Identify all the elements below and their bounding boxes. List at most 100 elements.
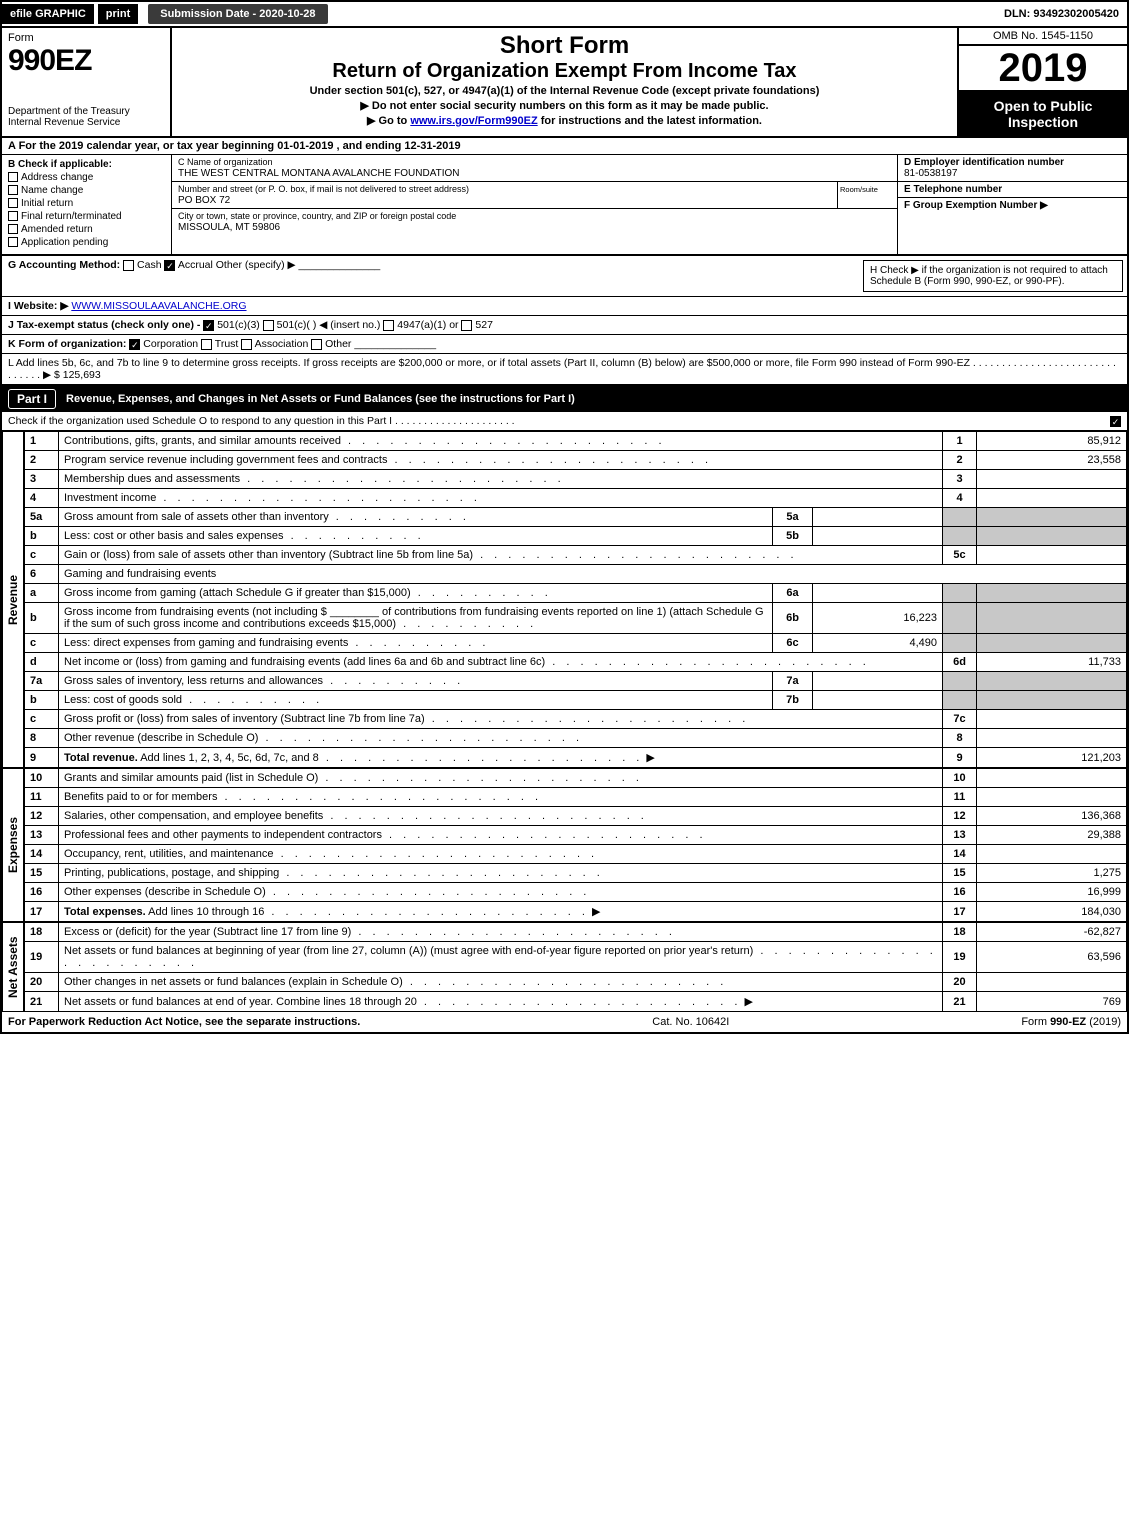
- revenue-table: 1Contributions, gifts, grants, and simil…: [24, 431, 1127, 768]
- org-name-cell: C Name of organization THE WEST CENTRAL …: [172, 155, 897, 182]
- line-desc: Contributions, gifts, grants, and simila…: [59, 432, 943, 451]
- city-label: City or town, state or province, country…: [178, 211, 456, 221]
- revenue-side-label: Revenue: [2, 431, 24, 768]
- group-label: F Group Exemption Number ▶: [904, 200, 1048, 211]
- org-name-value: THE WEST CENTRAL MONTANA AVALANCHE FOUND…: [178, 168, 460, 179]
- gray-cell: [977, 603, 1127, 634]
- line-value: [977, 788, 1127, 807]
- line-boxnum: 3: [943, 470, 977, 489]
- line-row: bGross income from fundraising events (n…: [25, 603, 1127, 634]
- line-number: c: [25, 710, 59, 729]
- expenses-table: 10Grants and similar amounts paid (list …: [24, 768, 1127, 922]
- line-value: 63,596: [977, 942, 1127, 973]
- line-row: 8Other revenue (describe in Schedule O)8: [25, 729, 1127, 748]
- chk-amended-return[interactable]: Amended return: [8, 224, 165, 235]
- line-number: 6: [25, 565, 59, 584]
- chk-label-2: Initial return: [21, 198, 73, 209]
- line-row: dNet income or (loss) from gaming and fu…: [25, 653, 1127, 672]
- room-suite-cell: Room/suite: [837, 182, 897, 209]
- line-row: 19Net assets or fund balances at beginni…: [25, 942, 1127, 973]
- chk-corporation[interactable]: ✓: [129, 339, 140, 350]
- g-accrual-label: Accrual: [178, 259, 213, 271]
- line-desc: Net assets or fund balances at end of ye…: [59, 992, 943, 1012]
- line-desc: Gain or (loss) from sale of assets other…: [59, 546, 943, 565]
- chk-accrual[interactable]: ✓: [164, 260, 175, 271]
- chk-initial-return[interactable]: Initial return: [8, 198, 165, 209]
- k-label: K Form of organization:: [8, 338, 126, 350]
- chk-name-change[interactable]: Name change: [8, 185, 165, 196]
- line-desc: Professional fees and other payments to …: [59, 826, 943, 845]
- line-number: c: [25, 546, 59, 565]
- page-footer: For Paperwork Reduction Act Notice, see …: [2, 1012, 1127, 1032]
- efile-badge: efile GRAPHIC: [2, 4, 94, 24]
- chk-cash[interactable]: [123, 260, 134, 271]
- line-boxnum: 12: [943, 807, 977, 826]
- k-other-label: Other: [325, 338, 351, 350]
- chk-label-4: Amended return: [21, 224, 93, 235]
- line-subvalue: [813, 508, 943, 527]
- part-1-title: Revenue, Expenses, and Changes in Net As…: [66, 393, 575, 405]
- form-word: Form: [8, 32, 164, 44]
- chk-501c[interactable]: [263, 320, 274, 331]
- line-value: [977, 710, 1127, 729]
- line-row: cGross profit or (loss) from sales of in…: [25, 710, 1127, 729]
- chk-label-1: Name change: [21, 185, 83, 196]
- part-1-header: Part I Revenue, Expenses, and Changes in…: [2, 386, 1127, 412]
- line-desc: Membership dues and assessments: [59, 470, 943, 489]
- irs-link[interactable]: www.irs.gov/Form990EZ: [410, 115, 537, 127]
- chk-527[interactable]: [461, 320, 472, 331]
- line-row: 16Other expenses (describe in Schedule O…: [25, 883, 1127, 902]
- title-sub2: ▶ Do not enter social security numbers o…: [180, 99, 949, 112]
- line-boxnum: 7c: [943, 710, 977, 729]
- line-number: 12: [25, 807, 59, 826]
- line-boxnum: 2: [943, 451, 977, 470]
- chk-schedule-o[interactable]: ✓: [1110, 416, 1121, 427]
- line-row: bLess: cost of goods sold7b: [25, 691, 1127, 710]
- line-subvalue: [813, 691, 943, 710]
- line-value: 23,558: [977, 451, 1127, 470]
- line-number: 17: [25, 902, 59, 922]
- line-number: 20: [25, 973, 59, 992]
- print-button[interactable]: print: [98, 4, 138, 24]
- line-desc: Other revenue (describe in Schedule O): [59, 729, 943, 748]
- chk-501c3[interactable]: ✓: [203, 320, 214, 331]
- expenses-section: Expenses 10Grants and similar amounts pa…: [2, 768, 1127, 922]
- line-subbox: 7b: [773, 691, 813, 710]
- row-g-accounting: G Accounting Method: Cash ✓ Accrual Othe…: [2, 256, 859, 296]
- line-number: 4: [25, 489, 59, 508]
- chk-final-return[interactable]: Final return/terminated: [8, 211, 165, 222]
- chk-association[interactable]: [241, 339, 252, 350]
- chk-address-change[interactable]: Address change: [8, 172, 165, 183]
- gray-cell: [977, 508, 1127, 527]
- line-number: 9: [25, 748, 59, 768]
- line-boxnum: 16: [943, 883, 977, 902]
- line-desc: Gross profit or (loss) from sales of inv…: [59, 710, 943, 729]
- line-row: 4Investment income4: [25, 489, 1127, 508]
- revenue-section: Revenue 1Contributions, gifts, grants, a…: [2, 431, 1127, 768]
- net-assets-section: Net Assets 18Excess or (deficit) for the…: [2, 922, 1127, 1012]
- chk-trust[interactable]: [201, 339, 212, 350]
- line-boxnum: 13: [943, 826, 977, 845]
- gray-cell: [943, 691, 977, 710]
- line-value: [977, 546, 1127, 565]
- j-527-label: 527: [475, 319, 493, 331]
- header-left: Form 990EZ Department of the Treasury In…: [2, 28, 172, 136]
- chk-other-org[interactable]: [311, 339, 322, 350]
- net-assets-side-label: Net Assets: [2, 922, 24, 1012]
- line-number: d: [25, 653, 59, 672]
- line-row: 3Membership dues and assessments3: [25, 470, 1127, 489]
- line-desc: Other changes in net assets or fund bala…: [59, 973, 943, 992]
- line-row: 17Total expenses. Add lines 10 through 1…: [25, 902, 1127, 922]
- line-desc: Grants and similar amounts paid (list in…: [59, 769, 943, 788]
- title-sub3: ▶ Go to www.irs.gov/Form990EZ for instru…: [180, 114, 949, 127]
- j-501c3-label: 501(c)(3): [217, 319, 260, 331]
- row-k-form-of-org: K Form of organization: ✓ Corporation Tr…: [2, 335, 1127, 354]
- title-sub1: Under section 501(c), 527, or 4947(a)(1)…: [180, 85, 949, 97]
- website-link[interactable]: WWW.MISSOULAAVALANCHE.ORG: [71, 300, 246, 312]
- chk-application-pending[interactable]: Application pending: [8, 237, 165, 248]
- line-value: 121,203: [977, 748, 1127, 768]
- city-cell: City or town, state or province, country…: [172, 209, 897, 235]
- header-right: OMB No. 1545-1150 2019 Open to Public In…: [957, 28, 1127, 136]
- chk-4947[interactable]: [383, 320, 394, 331]
- line-value: [977, 729, 1127, 748]
